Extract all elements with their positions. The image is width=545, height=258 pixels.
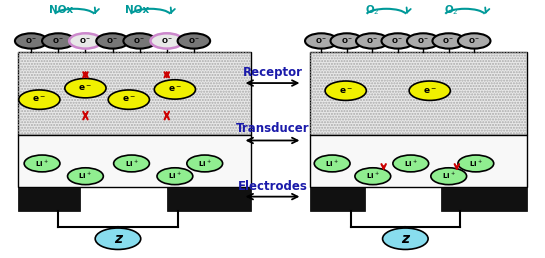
Circle shape (108, 90, 149, 109)
Text: O$^-$: O$^-$ (106, 36, 119, 45)
Circle shape (157, 168, 193, 185)
Circle shape (431, 168, 467, 185)
Text: O$^-$: O$^-$ (366, 36, 379, 45)
Circle shape (393, 155, 429, 172)
Text: Electrodes: Electrodes (238, 180, 307, 193)
Text: O$_2$: O$_2$ (444, 3, 459, 17)
Circle shape (154, 80, 196, 99)
Bar (440, 187, 528, 211)
Circle shape (314, 155, 350, 172)
Bar (311, 135, 528, 187)
Circle shape (19, 90, 60, 109)
Bar (311, 52, 528, 135)
Circle shape (15, 33, 47, 49)
Circle shape (24, 155, 60, 172)
Circle shape (458, 155, 494, 172)
Text: Li$^+$: Li$^+$ (198, 158, 211, 169)
Text: O$^-$: O$^-$ (79, 36, 92, 45)
Text: Li$^+$: Li$^+$ (168, 171, 182, 181)
Text: O$^-$: O$^-$ (187, 36, 200, 45)
Text: Li$^+$: Li$^+$ (366, 171, 380, 181)
Text: Receptor: Receptor (243, 66, 302, 79)
Bar (17, 52, 251, 135)
Circle shape (356, 33, 389, 49)
Circle shape (383, 228, 428, 249)
Circle shape (432, 33, 465, 49)
Text: Li$^+$: Li$^+$ (35, 158, 49, 169)
Text: e$^-$: e$^-$ (338, 86, 353, 95)
Text: z: z (114, 232, 122, 246)
Bar (311, 187, 365, 211)
Text: Li$^+$: Li$^+$ (404, 158, 417, 169)
Circle shape (409, 81, 450, 100)
Bar (311, 52, 528, 135)
Text: O$^-$: O$^-$ (391, 36, 404, 45)
Text: O$^-$: O$^-$ (468, 36, 481, 45)
Text: O$^-$: O$^-$ (25, 36, 38, 45)
Text: O$^-$: O$^-$ (161, 36, 173, 45)
Text: O$^-$: O$^-$ (134, 36, 146, 45)
Circle shape (96, 33, 129, 49)
Circle shape (355, 168, 391, 185)
Text: e$^-$: e$^-$ (168, 85, 182, 94)
Circle shape (382, 33, 414, 49)
Text: O$^-$: O$^-$ (417, 36, 429, 45)
Text: NOx: NOx (125, 5, 149, 15)
Circle shape (68, 168, 104, 185)
Circle shape (69, 33, 102, 49)
Circle shape (95, 228, 141, 249)
Circle shape (325, 81, 366, 100)
Circle shape (65, 78, 106, 98)
Circle shape (458, 33, 491, 49)
Circle shape (305, 33, 337, 49)
Circle shape (150, 33, 183, 49)
Text: O$^-$: O$^-$ (443, 36, 455, 45)
Text: Li$^+$: Li$^+$ (78, 171, 92, 181)
Circle shape (123, 33, 156, 49)
Circle shape (330, 33, 363, 49)
Text: z: z (401, 232, 409, 246)
Text: Li$^+$: Li$^+$ (469, 158, 483, 169)
Text: Li$^+$: Li$^+$ (125, 158, 138, 169)
Text: Transducer: Transducer (235, 123, 310, 135)
Text: e$^-$: e$^-$ (423, 86, 437, 95)
Text: e$^-$: e$^-$ (32, 95, 46, 104)
Text: e$^-$: e$^-$ (78, 83, 93, 93)
Text: Li$^+$: Li$^+$ (442, 171, 456, 181)
Text: e$^-$: e$^-$ (122, 95, 136, 104)
Circle shape (407, 33, 439, 49)
Text: Li$^+$: Li$^+$ (325, 158, 339, 169)
Circle shape (42, 33, 75, 49)
Circle shape (178, 33, 210, 49)
Circle shape (187, 155, 222, 172)
Text: O$^-$: O$^-$ (315, 36, 328, 45)
Bar (17, 52, 251, 135)
Bar (17, 135, 251, 187)
Bar (17, 187, 80, 211)
Circle shape (113, 155, 149, 172)
Text: NOx: NOx (49, 5, 73, 15)
Bar (167, 187, 251, 211)
Text: O$_2$: O$_2$ (366, 3, 380, 17)
Text: O$^-$: O$^-$ (341, 36, 353, 45)
Text: O$^-$: O$^-$ (52, 36, 65, 45)
